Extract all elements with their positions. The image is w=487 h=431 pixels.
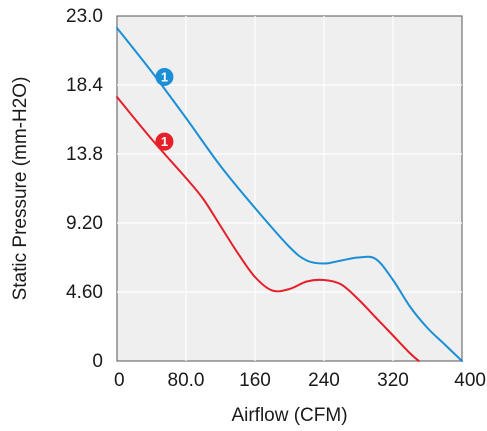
series-marker-label: 1 [161,69,168,84]
x-tick-label: 160 [239,370,271,391]
series-marker-badge [155,67,174,86]
y-axis-tick-labels: 0 4.60 9.20 13.8 18.4 23.0 [66,6,103,372]
series-line [116,96,420,362]
grid-lines [117,16,462,361]
y-tick-label: 18.4 [66,75,103,96]
y-axis-title: Static Pressure (mm-H2O) [10,77,31,301]
y-tick-label: 13.8 [66,144,103,165]
x-tick-label: 0 [114,370,125,391]
series-line [116,27,463,362]
y-tick-label: 4.60 [66,282,103,303]
y-tick-label: 23.0 [66,6,103,27]
x-axis-tick-labels: 0 80.0 160 240 320 400 [114,370,486,391]
y-tick-label: 0 [92,351,103,372]
plot-area-background [116,15,463,362]
x-tick-label: 80.0 [168,370,205,391]
x-tick-label: 320 [377,370,409,391]
series-marker-badge [155,132,174,151]
series-markers: 11 [155,67,174,151]
series-lines [116,27,463,362]
y-tick-label: 9.20 [66,213,103,234]
x-axis-title: Airflow (CFM) [231,405,347,426]
series-marker-label: 1 [161,134,168,149]
x-tick-label: 400 [454,370,486,391]
x-tick-label: 240 [308,370,340,391]
